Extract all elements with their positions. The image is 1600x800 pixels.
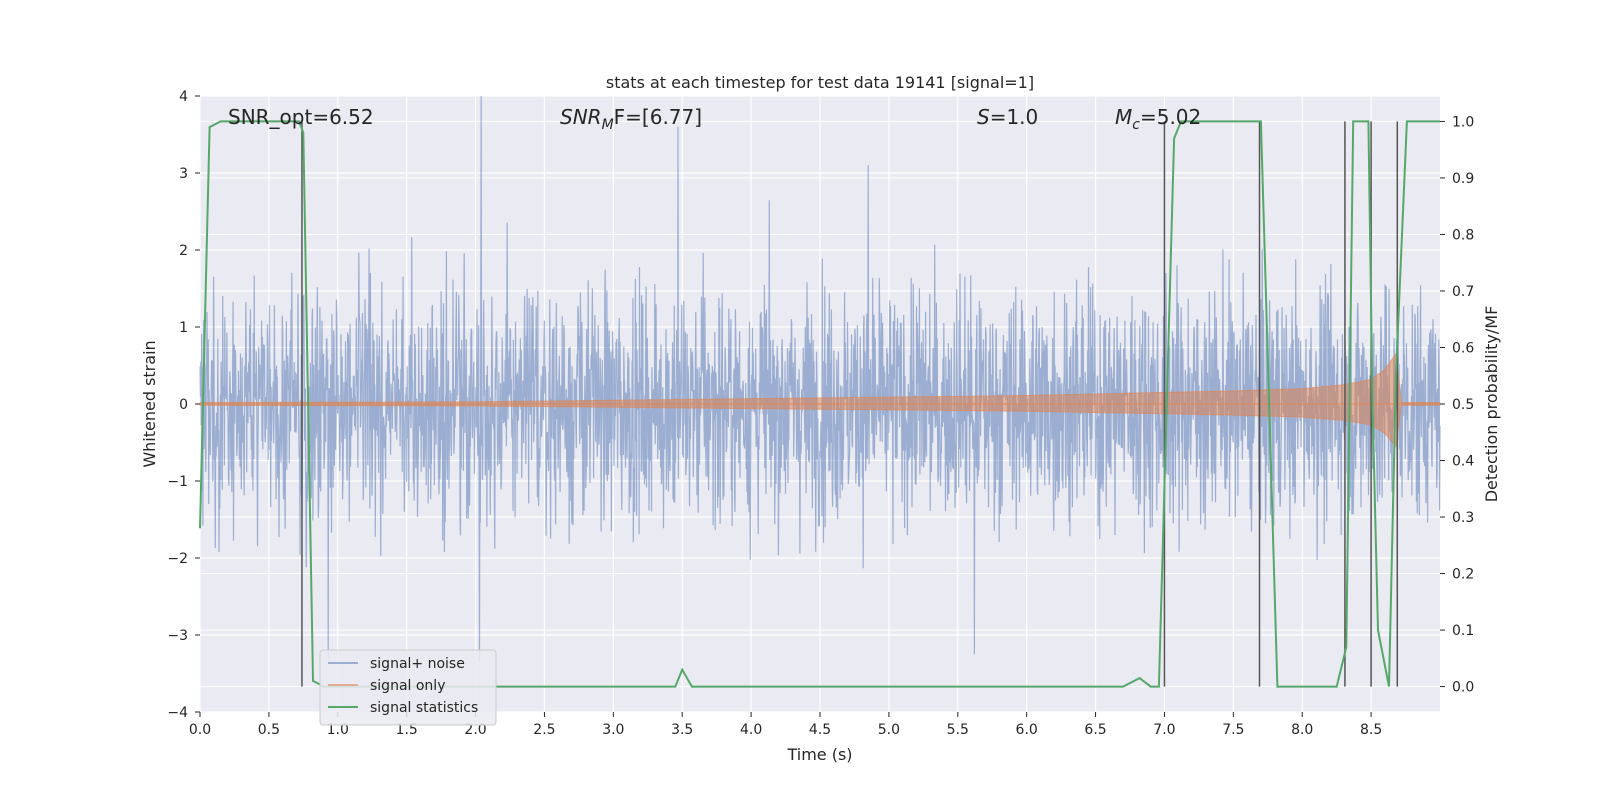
x-tick-label: 6.0	[1016, 722, 1038, 738]
signal-only-band	[199, 352, 1441, 448]
x-tick-label: 2.5	[533, 722, 555, 738]
y-right-tick-label: 0.2	[1452, 567, 1474, 583]
y-tick-label: −4	[167, 705, 188, 721]
y-right-axis-label: Detection probability/MF	[1482, 306, 1501, 503]
annotation-mc-rest: =5.02	[1140, 105, 1201, 129]
y-right-tick-label: 0.6	[1452, 340, 1474, 356]
y-tick-label: 0	[179, 397, 188, 413]
x-tick-label: 7.5	[1222, 722, 1244, 738]
y-tick-labels: 4 3 2 1 0 −1 −2 −3 −4	[167, 89, 200, 721]
annotation-snr-mf-main: SNR	[560, 105, 602, 129]
y-tick-label: 2	[179, 243, 188, 259]
x-tick-label: 3.5	[671, 722, 693, 738]
legend-label-signal-only: signal only	[370, 678, 445, 694]
x-tick-label: 5.0	[878, 722, 900, 738]
x-tick-label: 0.5	[258, 722, 280, 738]
y-tick-label: 3	[179, 166, 188, 182]
series-signal-noise	[199, 95, 1441, 663]
series-signal-only	[199, 352, 1441, 448]
y-axis-label: Whitened strain	[140, 340, 159, 467]
x-tick-label: 8.0	[1291, 722, 1313, 738]
annotation-snr-mf: SNRMF=[6.77]	[560, 105, 702, 133]
annotation-mc-main: M	[1115, 105, 1132, 129]
y-tick-label: −2	[167, 551, 188, 567]
x-tick-label: 1.5	[396, 722, 418, 738]
chart-title: stats at each timestep for test data 191…	[606, 73, 1034, 92]
y-right-tick-label: 0.3	[1452, 510, 1474, 526]
x-tick-label: 0.0	[189, 722, 211, 738]
x-tick-label: 4.5	[809, 722, 831, 738]
x-tick-label: 8.5	[1360, 722, 1382, 738]
y-tick-label: 1	[179, 320, 188, 336]
y-tick-label: −1	[167, 474, 188, 490]
x-tick-label: 2.0	[464, 722, 486, 738]
y-right-tick-label: 0.0	[1452, 680, 1474, 696]
legend: signal+ noise signal only signal statist…	[319, 649, 497, 726]
y-right-tick-label: 0.8	[1452, 227, 1474, 243]
x-tick-label: 1.0	[327, 722, 349, 738]
annotation-s-rest: =1.0	[990, 105, 1039, 129]
x-axis-label: Time (s)	[786, 745, 852, 764]
y-right-tick-label: 0.1	[1452, 623, 1474, 639]
signal-statistics-line	[199, 120, 1440, 688]
y-right-tick-label: 0.5	[1452, 397, 1474, 413]
y-tick-label: −3	[167, 628, 188, 644]
annotation-s: S=1.0	[977, 105, 1038, 129]
y-right-tick-label: 1.0	[1452, 114, 1474, 130]
x-tick-label: 3.0	[602, 722, 624, 738]
x-tick-label: 7.0	[1153, 722, 1175, 738]
legend-box	[319, 649, 497, 726]
x-tick-labels: 0.0 0.5 1.0 1.5 2.0 2.5 3.0 3.5 4.0 4.5 5.0 5.5 6.0 6…	[189, 712, 1382, 738]
y-right-tick-label: 0.7	[1452, 284, 1474, 300]
legend-label-signal-noise: signal+ noise	[370, 656, 465, 672]
annotation-snr-mf-rest: F=[6.77]	[614, 105, 702, 129]
annotation-snr-mf-sub: M	[602, 117, 614, 133]
signal-noise-line	[199, 95, 1441, 663]
annotation-mc-sub: c	[1132, 117, 1140, 133]
legend-label-signal-statistics: signal statistics	[370, 700, 478, 716]
y-right-tick-label: 0.9	[1452, 171, 1474, 187]
annotation-snr-opt: SNR_opt=6.52	[228, 105, 374, 129]
x-tick-label: 4.0	[740, 722, 762, 738]
y-right-tick-label: 0.4	[1452, 454, 1474, 470]
y-tick-label: 4	[179, 89, 188, 105]
y-right-tick-labels: 1.0 0.9 0.8 0.7 0.6 0.5 0.4 0.3 0.2 0.1 0.0	[1440, 114, 1474, 696]
vertical-markers	[301, 121, 1399, 687]
x-tick-label: 6.5	[1084, 722, 1106, 738]
x-tick-label: 5.5	[947, 722, 969, 738]
annotation-mc: Mc=5.02	[1115, 105, 1201, 133]
series-signal-statistics	[199, 120, 1440, 688]
annotation-s-main: S	[977, 105, 990, 129]
